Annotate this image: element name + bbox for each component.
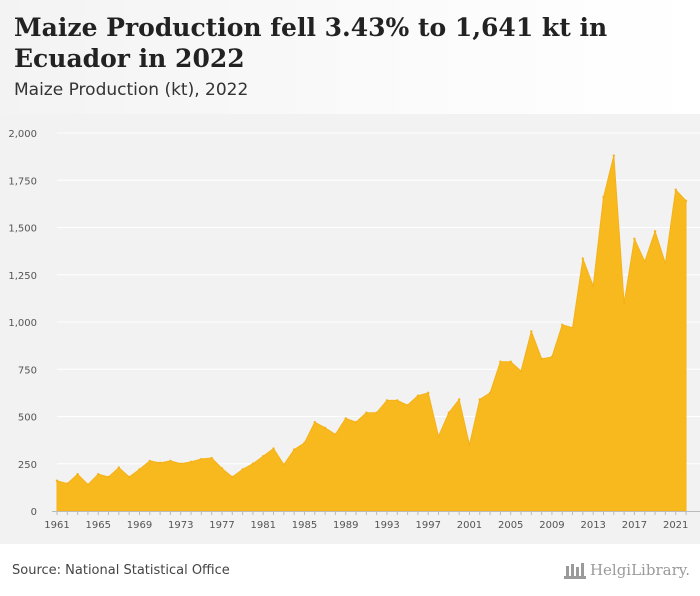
data-point (107, 475, 110, 479)
data-point (200, 457, 203, 461)
data-point (519, 369, 523, 373)
y-tick-label: 750 (18, 365, 37, 376)
data-point (303, 441, 306, 445)
data-point (561, 323, 564, 327)
data-point (231, 475, 234, 479)
chart-subtitle: Maize Production (kt), 2022 (14, 80, 249, 100)
y-tick-label: 2,000 (8, 129, 37, 140)
data-point (499, 360, 502, 363)
chart-area: 0 250 500 750 1,000 1,250 1,500 1,750 2,000 1961 1… (0, 114, 700, 544)
data-point (633, 237, 636, 241)
data-point (354, 420, 358, 424)
data-point (488, 391, 492, 395)
x-tick-label: 2021 (663, 520, 688, 531)
x-tick-label: 1993 (374, 520, 399, 531)
x-tick-label: 1985 (292, 520, 317, 531)
data-point (591, 284, 595, 288)
x-tick-label: 2005 (498, 520, 523, 531)
data-point (406, 403, 409, 407)
data-point (416, 394, 420, 397)
data-point (396, 399, 399, 402)
x-tick-label: 2001 (457, 520, 482, 531)
data-point (55, 479, 59, 482)
data-point (86, 483, 90, 486)
x-tick-label: 1965 (86, 520, 111, 531)
data-point (97, 472, 100, 476)
data-point (138, 468, 141, 471)
data-point (468, 443, 471, 447)
x-tick-label: 1977 (209, 520, 234, 531)
x-tick-label: 1989 (333, 520, 358, 531)
data-point (602, 196, 605, 199)
data-point (158, 461, 162, 465)
y-tick-label: 1,000 (8, 318, 37, 329)
data-point (653, 230, 657, 233)
area-chart: 0 250 500 750 1,000 1,250 1,500 1,750 2,000 1961 1… (8, 129, 700, 531)
y-tick-label: 250 (18, 460, 37, 471)
data-point (189, 460, 193, 464)
x-tick-label: 1969 (127, 520, 152, 531)
data-point (581, 257, 585, 260)
data-point (66, 482, 69, 485)
data-point (478, 398, 481, 401)
helgilibrary-logo: HelgiLibrary. (563, 561, 690, 579)
data-point (272, 447, 275, 450)
data-point (664, 262, 667, 265)
data-point (179, 462, 182, 465)
data-point (262, 454, 265, 458)
data-point (674, 188, 677, 191)
data-point (571, 326, 574, 329)
data-point (457, 398, 461, 401)
x-tick-label: 1997 (415, 520, 440, 531)
y-tick-label: 500 (18, 413, 37, 424)
data-point (622, 301, 626, 305)
x-tick-label: 1973 (168, 520, 193, 531)
data-point (540, 357, 543, 361)
data-point (530, 330, 533, 333)
data-point (313, 420, 316, 424)
y-tick-label: 0 (31, 507, 37, 518)
source-note: Source: National Statistical Office (12, 563, 230, 578)
data-point (612, 154, 616, 157)
data-point (148, 459, 152, 463)
data-point (427, 391, 430, 395)
data-point (447, 411, 451, 414)
data-point (643, 260, 646, 263)
data-point (210, 456, 213, 460)
data-point (251, 462, 255, 465)
data-point (117, 466, 121, 469)
y-tick-label: 1,750 (8, 176, 37, 187)
page-title: Maize Production fell 3.43% to 1,641 kt … (14, 13, 608, 73)
x-tick-label: 2009 (539, 520, 564, 531)
data-point (127, 475, 131, 479)
y-tick-label: 1,500 (8, 224, 37, 235)
logo-text: HelgiLibrary. (589, 561, 690, 579)
x-tick-label: 2013 (580, 520, 605, 531)
data-point (241, 468, 244, 471)
data-point (323, 426, 327, 430)
data-point (282, 463, 286, 466)
data-point (509, 360, 512, 363)
data-point (220, 467, 224, 470)
data-point (76, 472, 79, 476)
data-point (684, 199, 688, 203)
data-point (550, 355, 554, 359)
data-point (375, 411, 378, 414)
data-point (344, 417, 347, 420)
x-tick-label: 1981 (251, 520, 276, 531)
x-tick-label: 1961 (44, 520, 69, 531)
data-point (292, 448, 296, 451)
data-point (334, 433, 337, 436)
y-tick-label: 1,250 (8, 271, 37, 282)
library-icon (563, 563, 586, 579)
x-tick-label: 2017 (622, 520, 647, 531)
data-point (437, 435, 440, 438)
data-point (385, 399, 389, 402)
header: Maize Production fell 3.43% to 1,641 kt … (0, 0, 700, 114)
data-point (365, 411, 368, 414)
maize-production-area (56, 155, 687, 512)
data-point (169, 459, 172, 463)
